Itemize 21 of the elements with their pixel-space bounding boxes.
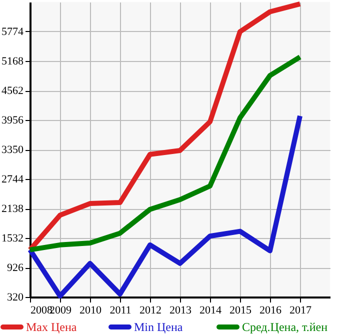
x-tick-label: 2016	[260, 304, 282, 316]
x-tick-label: 2013	[170, 304, 192, 316]
y-tick-label: 1532	[2, 232, 24, 244]
y-tick-label: 2138	[2, 203, 24, 215]
y-tick-label: 3956	[2, 114, 24, 126]
y-tick-label: 4562	[2, 85, 24, 97]
y-tick-label: 926	[7, 262, 24, 274]
x-tick-label: 2015	[230, 304, 252, 316]
x-tick-label: 2012	[140, 304, 162, 316]
legend-label: Max Цена	[26, 320, 78, 334]
x-tick-label: 2014	[200, 304, 222, 316]
y-tick-label: 2744	[2, 174, 24, 186]
y-tick-label: 3350	[2, 144, 24, 156]
x-tick-label: 2011	[110, 304, 132, 316]
legend-label: Min Цена	[134, 320, 184, 334]
y-tick-label: 320	[7, 292, 24, 304]
y-tick-label: 5168	[2, 56, 24, 68]
x-tick-label: 2010	[80, 304, 102, 316]
legend-label: Сред.Цена, т.йен	[242, 320, 328, 334]
x-tick-label: 2017	[290, 304, 312, 316]
y-tick-label: 5774	[2, 26, 24, 38]
